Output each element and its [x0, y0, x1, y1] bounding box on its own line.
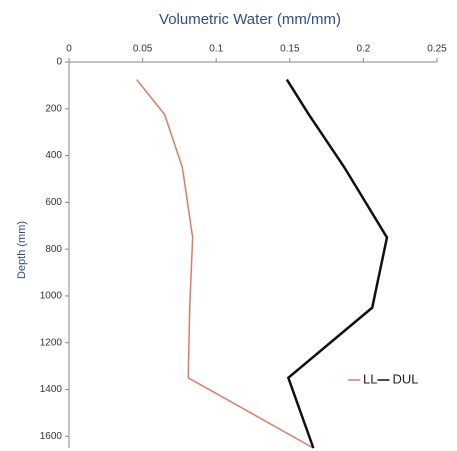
x-tick-label: 0	[66, 44, 72, 55]
series-line	[285, 78, 389, 449]
y-tick-label: 800	[45, 244, 62, 255]
y-tick-label: 1200	[40, 337, 63, 348]
y-axis-title: Depth (mm)	[16, 221, 28, 279]
x-tick-label: 0.05	[133, 44, 153, 55]
y-tick-label: 1600	[40, 431, 63, 442]
y-tick-label: 1400	[40, 384, 63, 395]
x-tick-label: 0.2	[356, 44, 370, 55]
y-tick-label: 1000	[40, 291, 63, 302]
y-tick-label: 200	[45, 103, 62, 114]
y-tick-label: 400	[45, 150, 62, 161]
y-tick-label: 600	[45, 197, 62, 208]
x-tick-label: 0.15	[280, 44, 300, 55]
legend-label: DUL	[392, 371, 418, 386]
x-tick-label: 0.25	[427, 44, 447, 55]
y-tick-label: 0	[56, 57, 62, 68]
x-tick-label: 0.1	[209, 44, 223, 55]
legend-label: LL	[363, 371, 377, 386]
chart-title: Volumetric Water (mm/mm)	[159, 11, 341, 28]
series-line	[136, 79, 314, 449]
